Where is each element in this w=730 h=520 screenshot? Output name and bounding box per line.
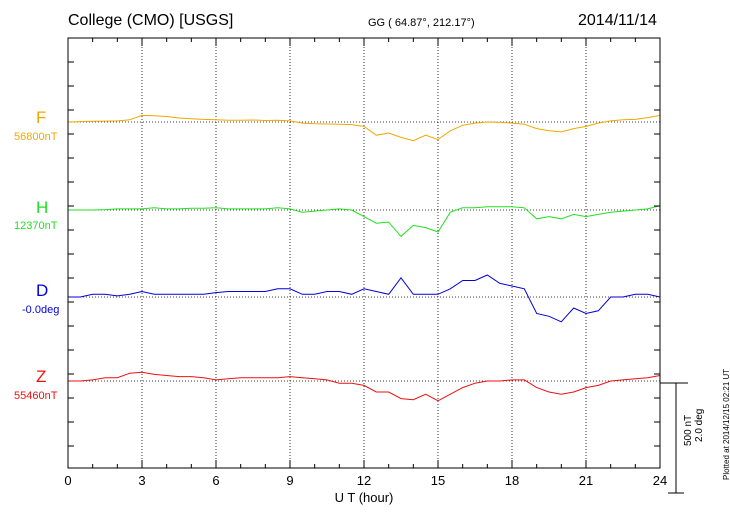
component-label-H: H <box>36 198 49 217</box>
series-line-H <box>68 205 661 238</box>
baseline-F: 56800nT <box>14 131 58 143</box>
scale-bar-label-deg: 2.0 deg <box>694 409 705 442</box>
chart-date: 2014/11/14 <box>578 12 657 29</box>
plot-frame <box>67 37 661 469</box>
component-label-D: D <box>36 281 49 300</box>
station-coords: GG ( 64.87°, 212.17°) <box>368 17 475 29</box>
baseline-Z: 55460nT <box>14 390 58 402</box>
x-tick-label-9: 9 <box>286 473 293 488</box>
x-tick-label-3: 3 <box>138 473 145 488</box>
x-tick-label-0: 0 <box>64 473 71 488</box>
series-line-Z <box>68 371 661 402</box>
x-tick-label-12: 12 <box>357 473 371 488</box>
x-tick-label-18: 18 <box>505 473 519 488</box>
series-line-D <box>68 274 661 323</box>
x-tick-label-21: 21 <box>579 473 593 488</box>
x-axis-label: U T (hour) <box>335 490 394 505</box>
baseline-D: -0.0deg <box>22 304 60 316</box>
station-title: College (CMO) [USGS] <box>68 12 234 29</box>
series-line-F <box>67 114 661 142</box>
component-label-Z: Z <box>36 367 47 386</box>
baseline-H: 12370nT <box>14 220 58 232</box>
scale-bar-label-nt: 500 nT <box>683 415 694 446</box>
x-tick-label-15: 15 <box>431 473 445 488</box>
component-label-F: F <box>36 108 47 127</box>
x-tick-label-6: 6 <box>212 473 219 488</box>
x-tick-label-24: 24 <box>653 473 667 488</box>
